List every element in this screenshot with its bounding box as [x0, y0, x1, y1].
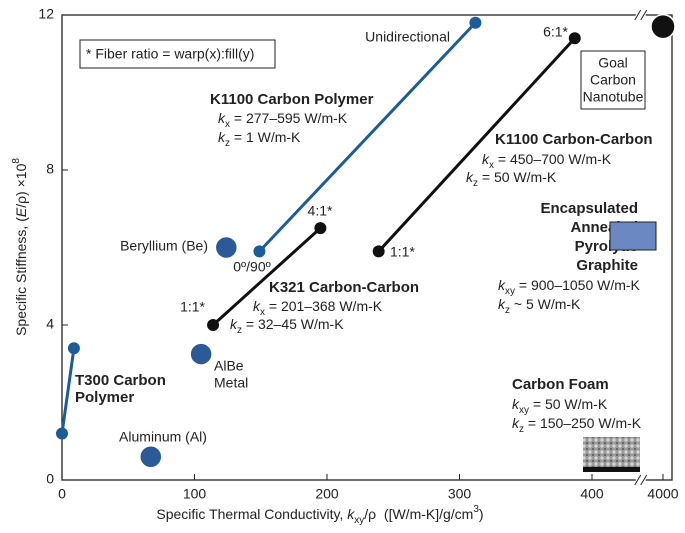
text-part: = 900–1050 W/m-K	[515, 277, 641, 293]
label: K1100 Carbon-Carbon	[495, 131, 653, 148]
material-point	[140, 446, 162, 468]
text-part: Specific Thermal Conductivity,	[156, 506, 347, 522]
property: kxy = 900–1050 W/m-K	[498, 277, 641, 297]
label: Polymer	[75, 389, 134, 406]
y-tick-label: 12	[38, 6, 54, 22]
property: kz = 1 W/m-K	[218, 129, 301, 149]
x-tick-label: 400	[580, 486, 604, 502]
foam-image-base	[583, 467, 640, 472]
point-label: 4:1*	[308, 203, 333, 219]
property: kz ~ 5 W/m-K	[498, 296, 581, 316]
x-tick-label: 200	[315, 486, 339, 502]
data-point	[314, 222, 326, 234]
label: K321 Carbon-Carbon	[269, 279, 419, 296]
material-point	[190, 343, 212, 365]
chart: * Fiber ratio = warp(x):fill(y) 0 4 8 12 0 10…	[0, 0, 685, 533]
label: Carbon Foam	[512, 376, 609, 393]
series-line	[62, 348, 74, 433]
label: Graphite	[576, 257, 638, 274]
material-swatch	[610, 222, 656, 250]
property: kz = 32–45 W/m-K	[230, 316, 344, 336]
x-tick-label: 300	[448, 486, 472, 502]
point-label: 6:1*	[543, 24, 568, 40]
text-part: Specific Stiffness, (	[13, 217, 29, 336]
text-part: = 450–700 W/m-K	[494, 151, 612, 167]
text-part: = 50 W/m-K	[478, 169, 557, 185]
label: Goal	[598, 55, 628, 71]
property: kx = 277–595 W/m-K	[218, 110, 348, 130]
text-part: /ρ) ×10	[13, 163, 29, 207]
y-axis-label: Specific Stiffness, (E/ρ) ×108	[11, 158, 29, 336]
property: kz = 50 W/m-K	[466, 169, 557, 189]
label: K1100 Carbon Polymer	[210, 91, 374, 108]
y-tick-label: 8	[46, 161, 54, 177]
note: * Fiber ratio = warp(x):fill(y)	[86, 46, 254, 62]
text-part: 8	[11, 158, 22, 164]
foam-image	[583, 437, 640, 472]
text-part: ~ 5 W/m-K	[510, 296, 581, 312]
text-part: = 150–250 W/m-K	[524, 415, 642, 431]
data-point	[56, 428, 68, 440]
label: Aluminum (Al)	[119, 429, 207, 445]
property: kxy = 50 W/m-K	[512, 396, 608, 416]
material-point	[651, 15, 675, 39]
x-axis-label: Specific Thermal Conductivity, kxy/ρ ([W…	[156, 504, 483, 526]
material-point	[215, 237, 237, 259]
text-part: )	[479, 506, 484, 522]
label: Beryllium (Be)	[120, 238, 208, 254]
data-point	[68, 342, 80, 354]
data-point	[373, 245, 385, 257]
label: Metal	[214, 375, 248, 391]
property: kz = 150–250 W/m-K	[512, 415, 642, 435]
label: AlBe	[214, 358, 244, 374]
text-part: = 32–45 W/m-K	[242, 316, 344, 332]
y-tick-label: 4	[46, 316, 54, 332]
data-point	[469, 17, 481, 29]
point-label: Unidirectional	[365, 29, 450, 45]
text-part: xy	[354, 515, 364, 526]
point-label: 0º/90º	[233, 259, 270, 275]
label: Encapsulated	[540, 200, 638, 217]
data-point	[207, 319, 219, 331]
text-part: = 1 W/m-K	[230, 129, 301, 145]
point-label: 1:1*	[390, 244, 415, 260]
text-part: /ρ ([W/m-K]/g/cm	[364, 506, 473, 522]
y-tick-label: 0	[46, 471, 54, 487]
data-point	[253, 245, 265, 257]
label: Carbon	[590, 72, 636, 88]
text-part: = 277–595 W/m-K	[230, 110, 348, 126]
x-tick-label: 100	[183, 486, 207, 502]
x-tick-label: 4000	[647, 486, 678, 502]
data-point	[569, 32, 581, 44]
label: Nanotube	[583, 89, 644, 105]
point-label: 1:1*	[180, 299, 205, 315]
text-part: = 201–368 W/m-K	[265, 298, 383, 314]
x-tick-label: 0	[58, 486, 66, 502]
text-part: = 50 W/m-K	[529, 396, 608, 412]
label: T300 Carbon	[75, 372, 166, 389]
